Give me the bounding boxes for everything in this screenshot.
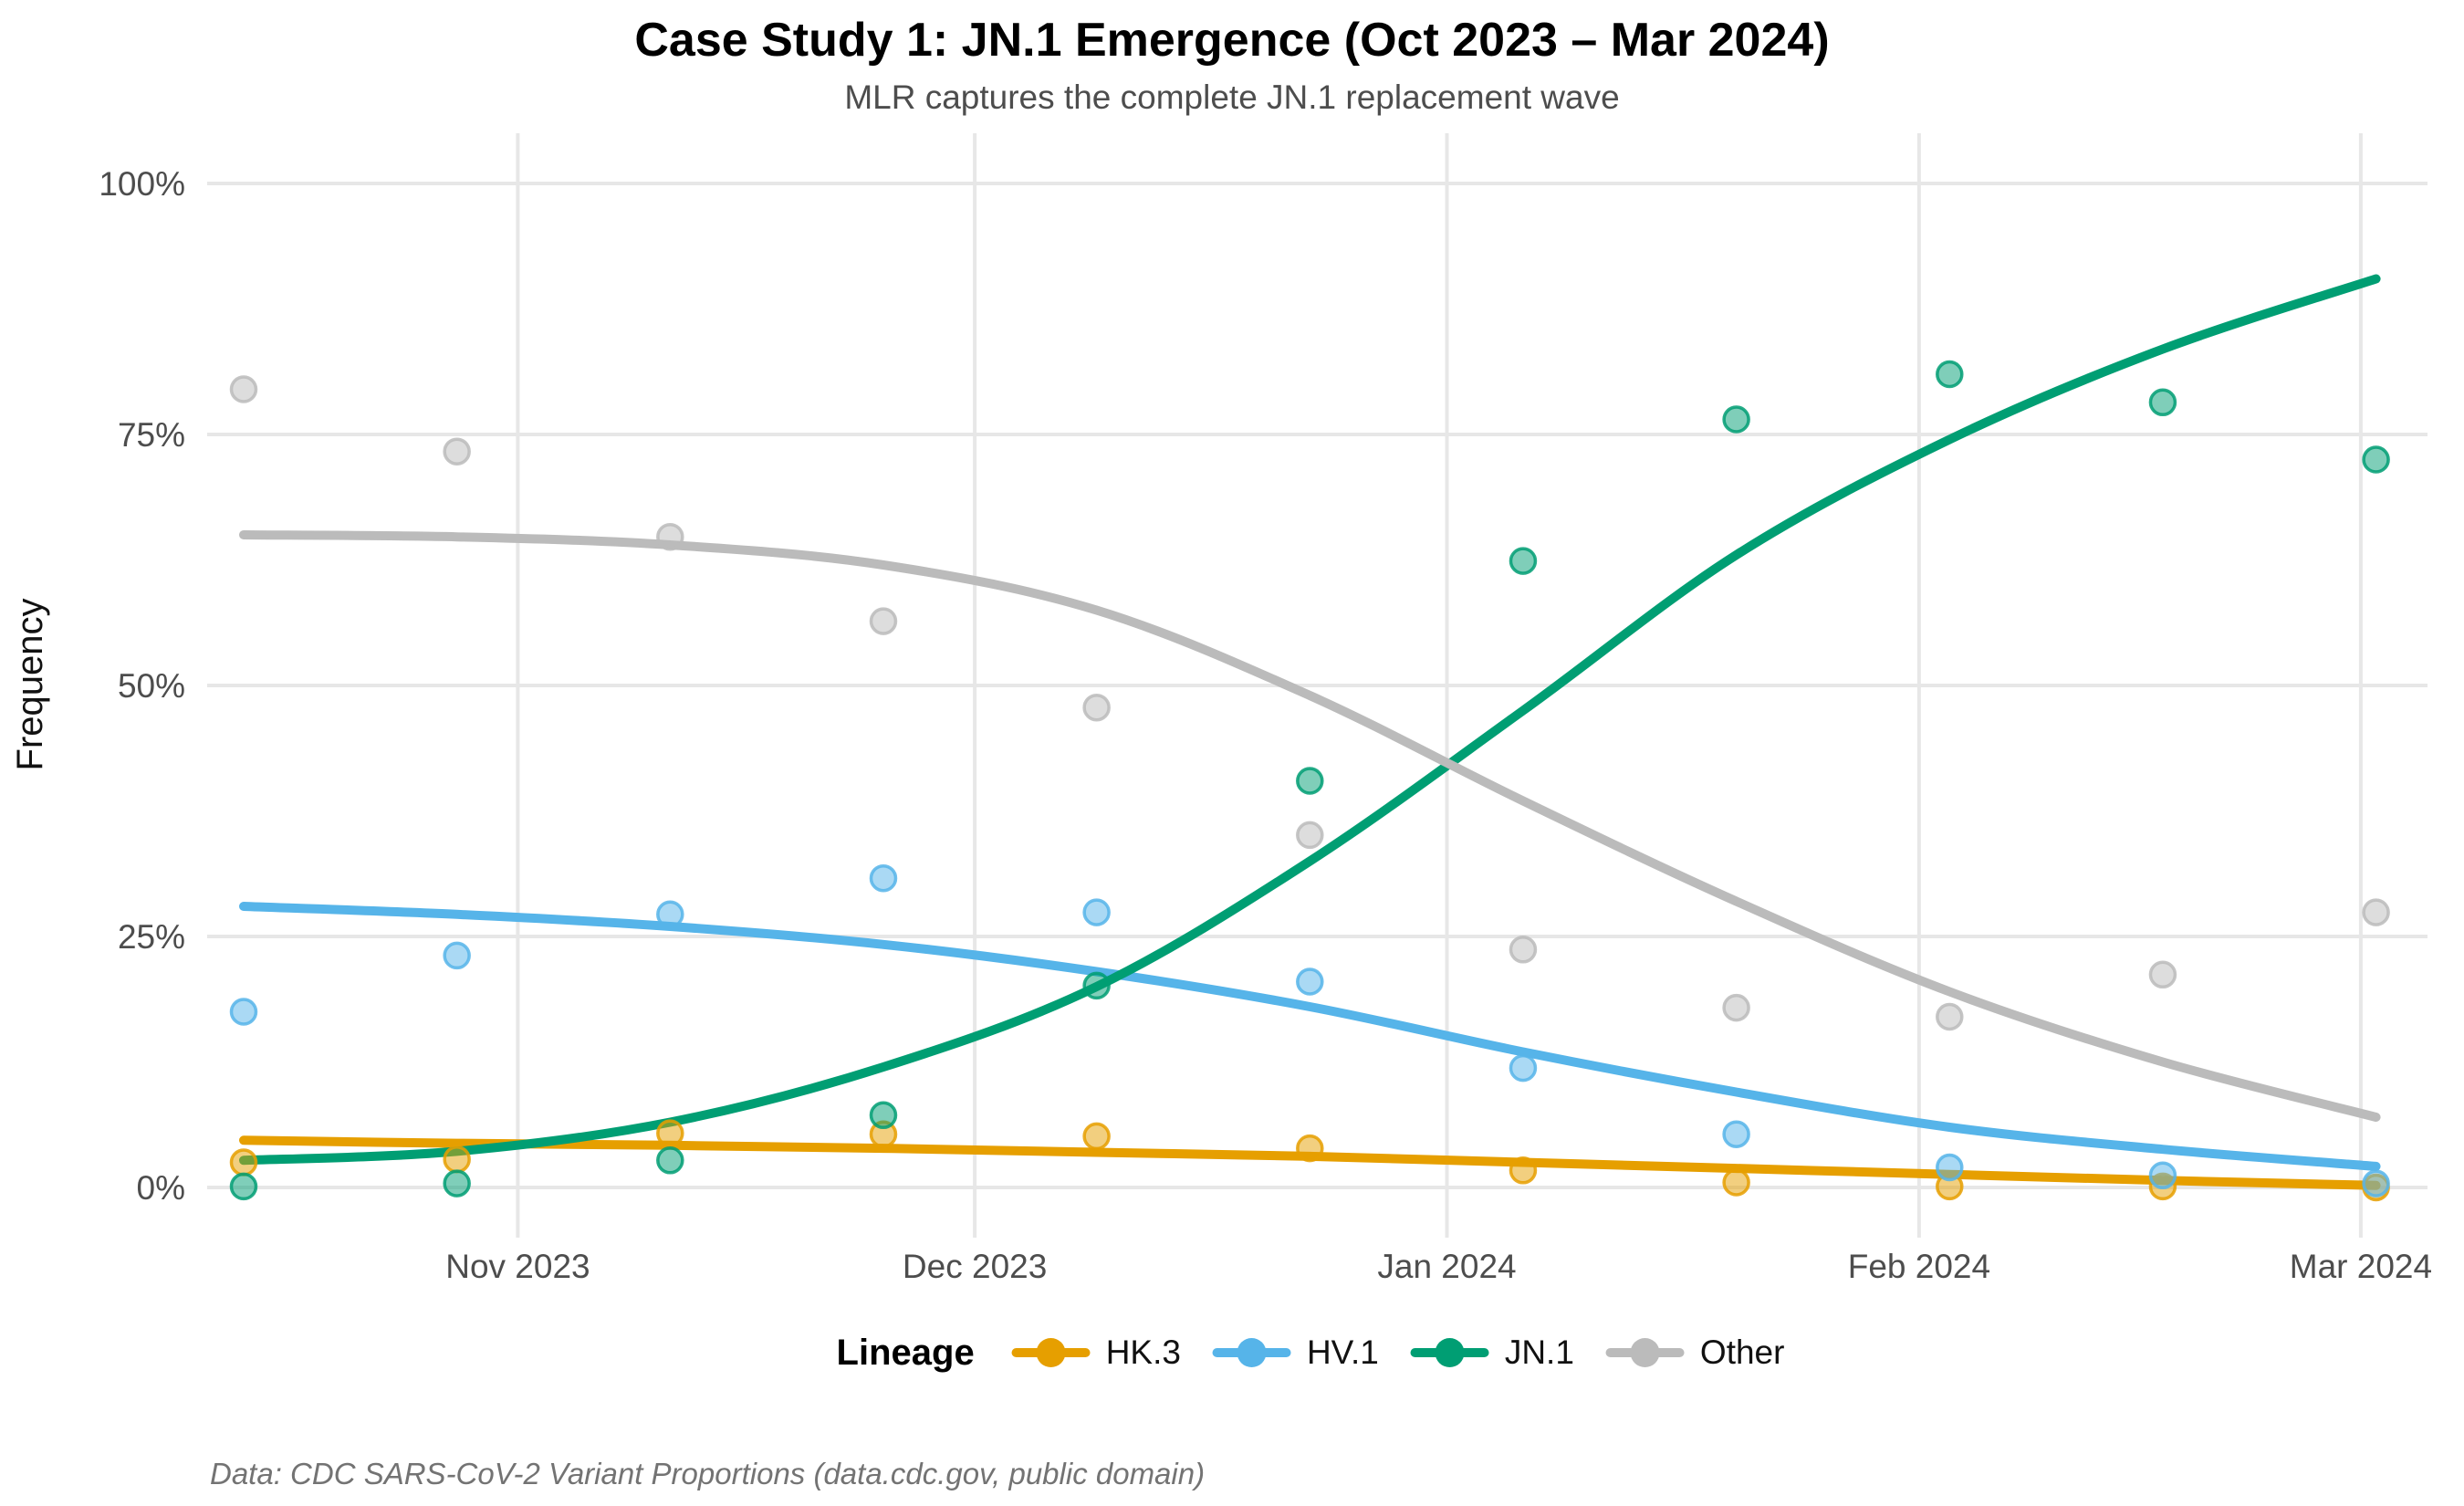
legend-label-HK.3: HK.3 (1105, 1333, 1181, 1371)
data-point-JN.1-2024-03-02 (2362, 445, 2390, 474)
data-point-JN.1-2023-11-11 (656, 1146, 684, 1175)
data-point-HV.1-2024-03-02 (2362, 1169, 2390, 1197)
x-axis-tick-label: Mar 2024 (2290, 1248, 2432, 1285)
legend-title: Lineage (836, 1332, 975, 1373)
data-point-Other-2023-10-14 (229, 375, 258, 403)
data-point-Other-2024-03-02 (2362, 898, 2390, 926)
data-point-HV.1-2024-01-20 (1722, 1120, 1750, 1148)
data-point-Other-2023-12-23 (1296, 821, 1324, 850)
data-point-JN.1-2024-02-17 (2148, 388, 2177, 417)
data-point-JN.1-2023-11-25 (869, 1101, 898, 1130)
y-axis-tick-label: 50% (118, 667, 185, 705)
legend-marker-icon (1011, 1338, 1091, 1367)
legend-key-HV.1: HV.1 (1212, 1331, 1379, 1375)
data-point-Other-2024-02-03 (1936, 1002, 1964, 1031)
data-point-HK.3-2024-01-20 (1722, 1168, 1750, 1197)
data-point-HK.3-2023-10-28 (443, 1145, 471, 1174)
x-axis-tick-label: Dec 2023 (903, 1248, 1047, 1285)
trend-line-HV.1 (239, 902, 2381, 1171)
data-point-JN.1-2023-10-28 (443, 1169, 471, 1197)
data-point-Other-2024-02-17 (2148, 960, 2177, 989)
data-point-JN.1-2023-10-14 (229, 1172, 258, 1201)
data-point-HV.1-2024-02-03 (1936, 1153, 1964, 1182)
data-point-Other-2023-11-11 (656, 522, 684, 551)
data-point-HK.3-2023-12-09 (1082, 1122, 1111, 1151)
trend-line-JN.1 (239, 274, 2381, 1166)
data-point-JN.1-2024-01-20 (1722, 405, 1750, 434)
x-axis-tick-label: Jan 2024 (1377, 1248, 1516, 1285)
data-point-Other-2024-01-06 (1509, 936, 1538, 964)
legend-label-JN.1: JN.1 (1504, 1333, 1574, 1371)
data-point-HK.3-2024-01-06 (1509, 1156, 1538, 1185)
data-point-HK.3-2023-10-14 (229, 1148, 258, 1177)
y-axis-tick-label: 25% (118, 918, 185, 956)
data-point-HV.1-2023-11-11 (656, 900, 684, 929)
data-point-HK.3-2023-12-23 (1296, 1134, 1324, 1163)
legend-key-HK.3: HK.3 (1011, 1331, 1181, 1375)
legend-label-HV.1: HV.1 (1306, 1333, 1379, 1371)
legend-label-Other: Other (1699, 1333, 1785, 1371)
y-axis-tick-label: 75% (118, 416, 185, 454)
data-point-JN.1-2023-12-23 (1296, 767, 1324, 795)
legend: Lineage HK.3 HV.1 JN.1 Other (837, 1331, 1785, 1375)
legend-marker-icon (1605, 1338, 1685, 1367)
legend-marker-icon (1410, 1338, 1489, 1367)
data-point-JN.1-2024-01-06 (1509, 547, 1538, 575)
trend-line-Other (239, 530, 2381, 1122)
data-point-Other-2024-01-20 (1722, 993, 1750, 1022)
y-axis-tick-label: 100% (99, 165, 185, 203)
legend-key-Other: Other (1605, 1331, 1785, 1375)
data-source-caption: Data: CDC SARS-CoV-2 Variant Proportions… (210, 1457, 1206, 1490)
data-point-HV.1-2024-02-17 (2148, 1161, 2177, 1190)
data-point-HV.1-2023-12-23 (1296, 967, 1324, 996)
x-axis-tick-label: Feb 2024 (1848, 1248, 1990, 1285)
data-point-Other-2023-10-28 (443, 437, 471, 465)
data-point-JN.1-2024-02-03 (1936, 360, 1964, 389)
chart-subtitle: MLR captures the complete JN.1 replaceme… (844, 78, 1620, 116)
chart-title: Case Study 1: JN.1 Emergence (Oct 2023 –… (634, 14, 1830, 67)
data-point-HV.1-2023-10-28 (443, 941, 471, 970)
data-point-HK.3-2023-11-11 (656, 1119, 684, 1147)
legend-marker-icon (1212, 1338, 1291, 1367)
y-axis-title: Frequency (10, 599, 50, 771)
data-point-JN.1-2023-12-09 (1082, 971, 1111, 1000)
data-point-HV.1-2023-10-14 (229, 998, 258, 1026)
legend-key-JN.1: JN.1 (1410, 1331, 1574, 1375)
data-point-HV.1-2023-12-09 (1082, 898, 1111, 926)
data-point-Other-2023-11-25 (869, 607, 898, 635)
data-point-HV.1-2024-01-06 (1509, 1053, 1538, 1082)
y-axis-tick-label: 0% (137, 1169, 185, 1207)
data-point-Other-2023-12-09 (1082, 693, 1111, 722)
data-point-HV.1-2023-11-25 (869, 863, 898, 893)
x-axis-tick-label: Nov 2023 (445, 1248, 590, 1285)
